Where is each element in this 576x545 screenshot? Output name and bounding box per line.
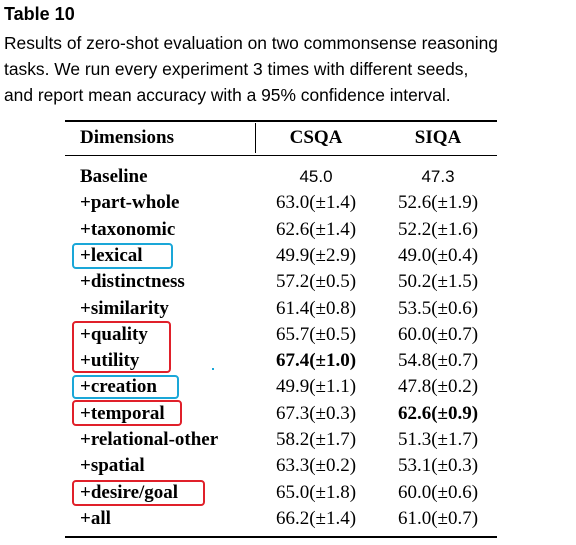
- highlight-box: [72, 321, 171, 373]
- value-cell: 52.6(±1.9): [397, 192, 479, 214]
- value-cell: 60.0(±0.7): [397, 323, 479, 345]
- value-cell: 49.9(±1.1): [275, 376, 357, 398]
- header-cell: SIQA: [414, 127, 462, 148]
- value-cell: 51.3(±1.7): [397, 429, 479, 450]
- dot: [212, 368, 214, 370]
- value-cell: 67.3(±0.3): [275, 402, 357, 424]
- value-cell: 53.5(±0.6): [397, 297, 479, 319]
- row-label: +part-whole: [80, 192, 180, 214]
- row-label: +taxonomic: [80, 218, 176, 240]
- column-divider: [255, 123, 256, 153]
- row-label: +similarity: [80, 297, 169, 319]
- value-cell: 66.2(±1.4): [275, 507, 357, 529]
- table-number: Table 10: [4, 4, 75, 24]
- caption-line: and report mean accuracy with a 95% conf…: [4, 85, 451, 105]
- value-cell: 63.0(±1.4): [275, 192, 357, 214]
- value-cell: 65.7(±0.5): [275, 323, 357, 345]
- highlight-box: [72, 480, 205, 506]
- highlight-box: [72, 400, 182, 426]
- header-cell: CSQA: [289, 127, 343, 148]
- row-label: +all: [80, 507, 111, 529]
- top-rule: [65, 120, 497, 122]
- value-cell: 61.0(±0.7): [397, 507, 479, 529]
- row-label: +utility: [80, 350, 140, 372]
- mid-rule: [65, 155, 497, 156]
- value-cell: 57.2(±0.5): [275, 271, 357, 293]
- value-cell: 65.0(±1.8): [275, 481, 357, 503]
- value-cell: 49.9(±2.9): [275, 244, 357, 266]
- row-label: Baseline: [80, 166, 148, 187]
- caption-line: tasks. We run every experiment 3 times w…: [4, 59, 469, 79]
- row-label: +spatial: [80, 455, 145, 477]
- row-label: +lexical: [80, 244, 143, 266]
- value-cell: 45.0: [299, 167, 333, 186]
- header-cell: Dimensions: [80, 127, 174, 148]
- value-cell: 60.0(±0.6): [397, 481, 479, 503]
- value-cell: 52.2(±1.6): [397, 218, 479, 240]
- value-cell: 63.3(±0.2): [275, 455, 357, 477]
- value-cell: 49.0(±0.4): [397, 244, 479, 266]
- row-label: +temporal: [80, 402, 165, 424]
- value-cell: 62.6(±0.9): [397, 402, 479, 424]
- highlight-box: [72, 375, 179, 399]
- row-label: +desire/goal: [80, 481, 179, 503]
- value-cell: 53.1(±0.3): [397, 455, 479, 477]
- value-cell: 54.8(±0.7): [397, 350, 479, 372]
- row-label: +quality: [80, 323, 148, 345]
- row-label: +distinctness: [80, 271, 185, 293]
- value-cell: 62.6(±1.4): [275, 218, 357, 240]
- value-cell: 47.3: [421, 167, 455, 186]
- bottom-rule: [65, 536, 497, 538]
- value-cell: 58.2(±1.7): [275, 429, 357, 450]
- value-cell: 47.8(±0.2): [397, 376, 479, 398]
- row-label: +creation: [80, 376, 157, 398]
- value-cell: 61.4(±0.8): [275, 297, 357, 319]
- value-cell: 50.2(±1.5): [397, 271, 479, 293]
- caption-line: Results of zero-shot evaluation on two c…: [4, 33, 498, 53]
- value-cell: 67.4(±1.0): [275, 350, 357, 372]
- highlight-box: [72, 243, 173, 269]
- row-label: +relational-other: [80, 429, 219, 450]
